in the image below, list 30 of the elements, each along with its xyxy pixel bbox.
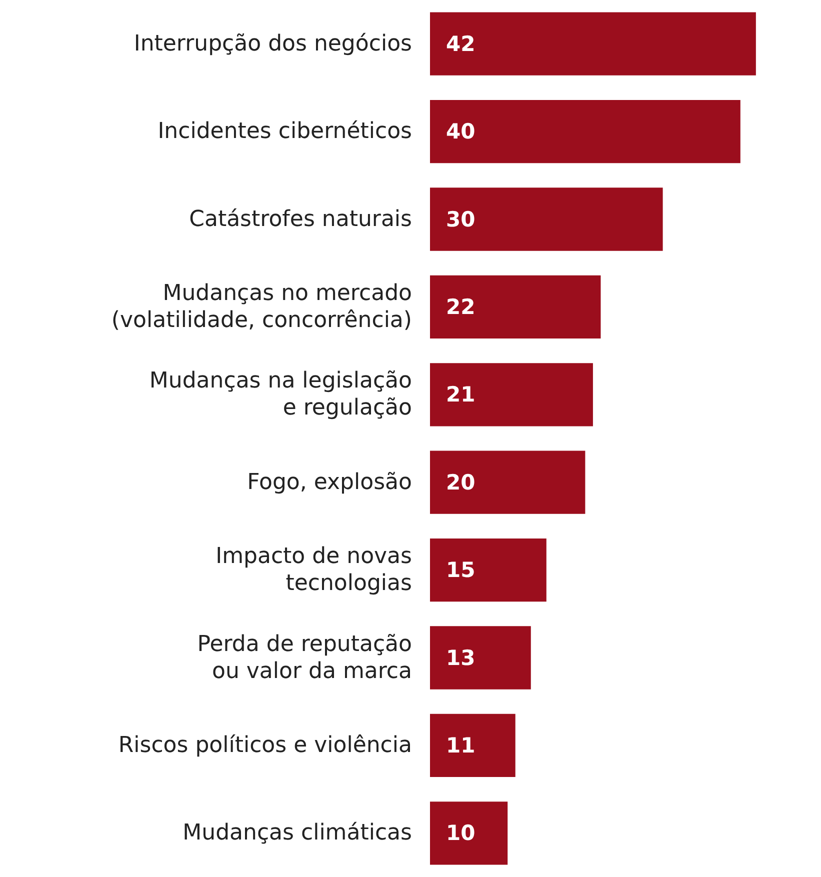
y-tick-label: Perda de reputação ou valor da marca — [197, 632, 412, 684]
bar — [430, 275, 601, 339]
bar — [430, 12, 756, 76]
bar — [430, 450, 586, 514]
y-tick-label: Riscos políticos e violência — [118, 732, 412, 758]
data-label: 10 — [446, 821, 476, 846]
data-label: 20 — [446, 470, 476, 494]
y-tick-label: Mudanças climáticas — [182, 820, 412, 846]
bar — [430, 538, 546, 602]
data-label: 42 — [446, 32, 476, 56]
bar — [430, 626, 531, 690]
bar — [430, 100, 740, 164]
y-tick-label: Fogo, explosão — [247, 470, 412, 495]
bar — [430, 802, 508, 865]
data-label: 13 — [446, 646, 476, 670]
y-tick-label: Impacto de novas tecnologias — [216, 544, 412, 596]
data-label: 21 — [446, 382, 476, 407]
data-label: 11 — [446, 733, 476, 758]
y-tick-label: Mudanças no mercado (volatilidade, concorrência) — [111, 280, 412, 333]
y-tick-label: Catástrofes naturais — [189, 206, 412, 232]
data-label: 30 — [446, 207, 476, 232]
data-label: 40 — [446, 120, 476, 144]
y-tick-label: Mudanças na legislação e regulação — [149, 368, 412, 421]
data-label: 22 — [446, 294, 476, 319]
bar — [430, 363, 593, 426]
bar — [430, 714, 516, 778]
data-label: 15 — [446, 558, 476, 582]
y-tick-label: Interrupção dos negócios — [134, 31, 412, 56]
bar — [430, 188, 663, 251]
y-tick-label: Incidentes cibernéticos — [158, 119, 412, 144]
